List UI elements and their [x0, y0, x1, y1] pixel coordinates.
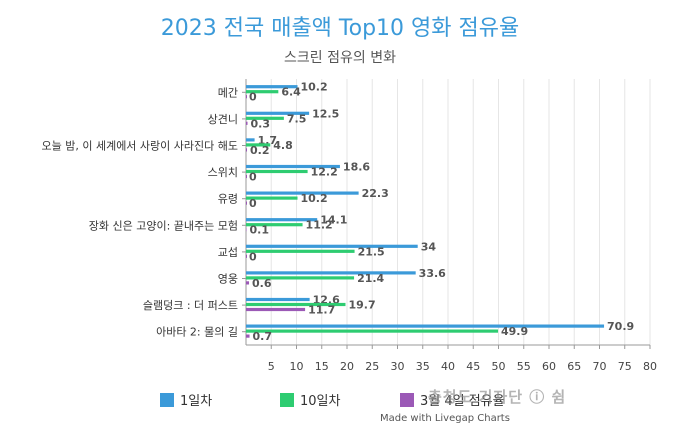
- legend: 1일차 10일차 3월 4일 점유율: [160, 390, 520, 410]
- data-label: 33.6: [419, 267, 446, 280]
- data-label: 0: [249, 197, 257, 210]
- data-label: 0: [249, 171, 257, 184]
- data-label: 21.5: [358, 245, 385, 258]
- data-label: 10.2: [301, 192, 328, 205]
- bar: [246, 297, 310, 302]
- y-tick-label: 슬램덩크 : 더 퍼스트: [143, 299, 238, 312]
- x-tick-label: 55: [517, 360, 531, 373]
- legend-label-day10: 10일차: [300, 394, 341, 409]
- y-tick-label: 영웅: [218, 273, 238, 286]
- bar: [246, 116, 284, 120]
- bar: [246, 201, 247, 205]
- bar: [246, 281, 250, 285]
- data-label: 4.8: [273, 139, 293, 152]
- x-tick-label: 25: [365, 360, 379, 373]
- data-label: 21.4: [357, 272, 384, 285]
- y-tick-label: 아바타 2: 물의 길: [156, 326, 238, 339]
- chart-title: 2023 전국 매출액 Top10 영화 점유율: [160, 16, 520, 41]
- bar: [246, 143, 271, 147]
- data-label: 0.2: [250, 144, 270, 157]
- bar: [246, 111, 310, 115]
- bar: [246, 324, 605, 328]
- data-label: 18.6: [343, 161, 370, 174]
- bar: [246, 95, 247, 99]
- data-label: 0.7: [253, 330, 273, 343]
- watermark: 충청도 기자단 ⓘ 쉼: [428, 388, 567, 406]
- bar: [246, 174, 247, 179]
- data-label: 6.4: [281, 86, 301, 99]
- y-tick-label: 장화 신은 고양이: 끝내주는 모험: [89, 219, 238, 232]
- x-tick-label: 50: [492, 360, 506, 373]
- bar: [246, 244, 418, 248]
- bar: [246, 276, 355, 280]
- y-tick-label: 상견니: [208, 113, 238, 126]
- data-label: 0.1: [250, 224, 270, 237]
- legend-label-mar4: 3월 4일 점유율: [420, 394, 505, 409]
- bar: [246, 334, 250, 338]
- legend-swatch-day1: [160, 392, 174, 407]
- x-tick-label: 20: [340, 360, 354, 373]
- legend-swatch-mar4: [400, 392, 414, 407]
- bar: [246, 90, 279, 94]
- data-label: 7.5: [287, 112, 307, 125]
- credit-text: Made with Livegap Charts: [380, 413, 510, 424]
- bar: [246, 329, 498, 333]
- data-label: 12.5: [312, 107, 339, 120]
- bar: [246, 228, 247, 232]
- bar: [246, 169, 308, 174]
- bar: [246, 85, 298, 89]
- bar: [246, 254, 247, 258]
- x-tick-label: 15: [315, 360, 329, 373]
- bar: [246, 148, 248, 152]
- y-tick-label: 메간: [218, 86, 238, 99]
- bar: [246, 271, 416, 275]
- bar: [246, 218, 318, 222]
- data-label: 12.2: [311, 166, 338, 179]
- chart-subtitle: 스크린 점유의 변화: [284, 50, 396, 66]
- data-label: 10.2: [301, 81, 328, 94]
- x-tick-label: 40: [441, 360, 455, 373]
- data-label: 14.1: [320, 214, 347, 227]
- bar: [246, 307, 306, 312]
- data-label: 70.9: [607, 320, 634, 333]
- data-label: 11.7: [308, 304, 335, 317]
- bar: [246, 138, 255, 142]
- x-tick-label: 75: [618, 360, 632, 373]
- bar: [246, 223, 303, 227]
- data-label: 11.2: [306, 219, 333, 232]
- x-tick-label: 70: [593, 360, 607, 373]
- y-tick-label: 유령: [218, 193, 238, 206]
- data-label: 0.3: [251, 117, 271, 130]
- legend-swatch-day10: [280, 392, 294, 407]
- legend-item-mar4[interactable]: 3월 4일 점유율: [400, 390, 505, 409]
- x-tick-label: 5: [268, 360, 275, 373]
- data-label: 0: [249, 250, 257, 263]
- y-tick-label: 오늘 밤, 이 세계에서 사랑이 사라진다 해도: [41, 139, 238, 153]
- bar: [246, 196, 298, 200]
- data-label: 22.3: [362, 187, 389, 200]
- y-tick-label: 스위치: [208, 166, 238, 179]
- x-tick-label: 80: [643, 360, 657, 373]
- bar: [246, 164, 340, 169]
- bar: [246, 302, 346, 307]
- x-tick-label: 35: [416, 360, 430, 373]
- legend-item-day1[interactable]: 1일차: [160, 390, 212, 409]
- data-label: 0: [249, 91, 257, 104]
- data-label: 49.9: [501, 325, 528, 338]
- x-tick-label: 65: [567, 360, 581, 373]
- data-label: 34: [421, 240, 437, 253]
- x-tick-label: 60: [542, 360, 556, 373]
- data-label: 19.7: [348, 299, 375, 312]
- bar: [246, 191, 359, 195]
- bar: [246, 121, 248, 125]
- x-tick-label: 45: [466, 360, 480, 373]
- bar: [246, 249, 355, 253]
- legend-item-day10[interactable]: 10일차: [280, 390, 340, 409]
- x-tick-label: 30: [391, 360, 405, 373]
- data-label: 0.6: [252, 277, 272, 290]
- legend-label-day1: 1일차: [180, 394, 213, 409]
- y-tick-label: 교섭: [218, 246, 238, 259]
- x-tick-label: 10: [290, 360, 304, 373]
